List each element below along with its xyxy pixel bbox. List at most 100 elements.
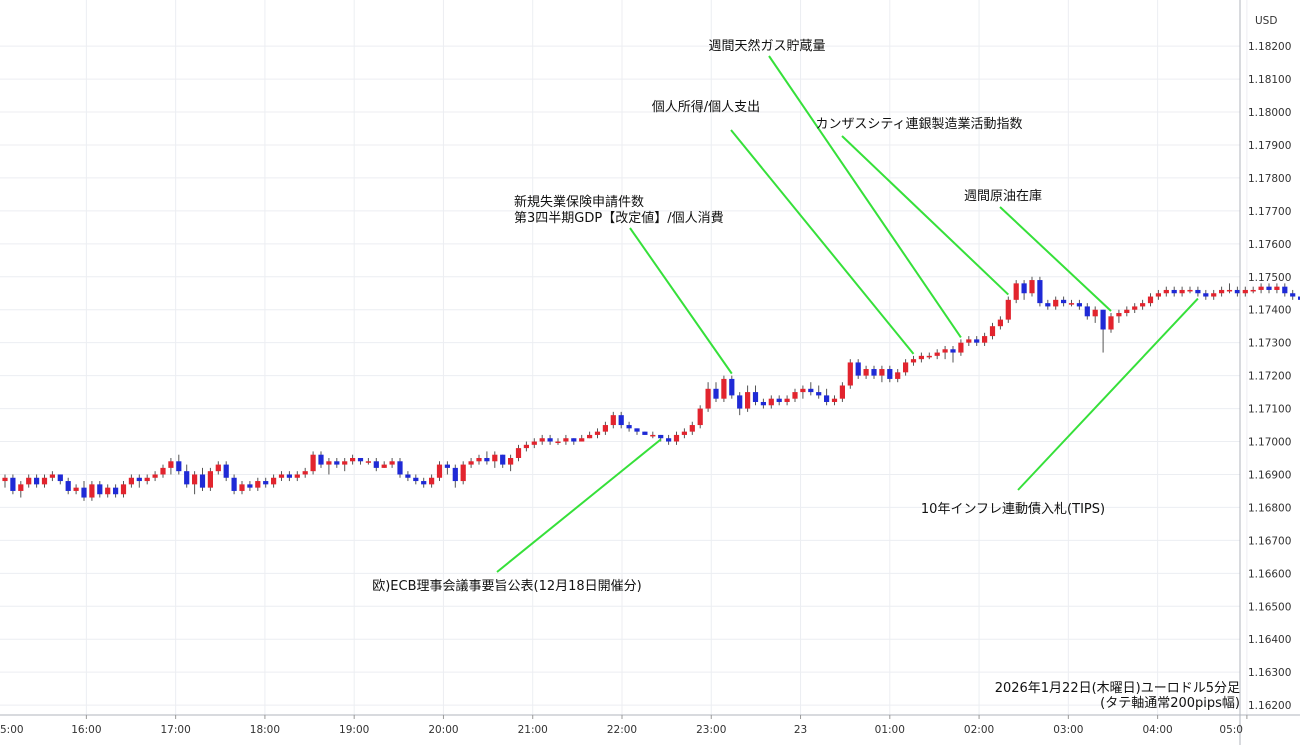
candle-body xyxy=(294,474,300,478)
annotation-layer: 欧)ECB理事会議事要旨公表(12月18日開催分) 新規失業保険申請件数第3四半期… xyxy=(372,38,1199,594)
candle-body xyxy=(903,362,909,373)
candle-body xyxy=(271,477,277,485)
candle-body xyxy=(792,392,798,399)
candle xyxy=(571,438,577,445)
candle-body xyxy=(871,369,877,376)
candle-body xyxy=(1116,313,1122,317)
candle xyxy=(539,434,545,445)
candle-body xyxy=(176,461,182,472)
candle xyxy=(1282,283,1288,297)
candle xyxy=(705,382,711,412)
candle-body xyxy=(555,441,561,444)
candle xyxy=(326,457,332,475)
candle xyxy=(492,451,498,468)
candle xyxy=(97,481,103,498)
candle-body xyxy=(231,477,237,491)
candle-body xyxy=(855,362,861,376)
candle xyxy=(318,451,324,468)
candle xyxy=(397,457,403,478)
candle-body xyxy=(1226,289,1233,292)
candle xyxy=(1203,289,1209,300)
y-tick-label: 1.16500 xyxy=(1248,601,1291,613)
candle xyxy=(634,428,640,435)
candle xyxy=(1290,289,1296,300)
candle-body xyxy=(610,415,616,426)
candle-body xyxy=(752,392,759,402)
candle xyxy=(120,481,127,498)
candle xyxy=(184,464,190,488)
y-tick-label: 1.16300 xyxy=(1248,667,1291,679)
candle-body xyxy=(760,401,766,406)
candle xyxy=(73,484,79,495)
candle xyxy=(1092,306,1098,323)
candle xyxy=(381,461,387,468)
candle-body xyxy=(500,454,506,465)
candle-body xyxy=(800,388,806,393)
annotation-leader-line xyxy=(496,438,662,573)
candle-body xyxy=(192,474,198,485)
candle-body xyxy=(444,464,450,468)
candle-body xyxy=(942,349,948,353)
candle xyxy=(1147,293,1154,307)
y-tick-label: 1.17600 xyxy=(1248,239,1291,251)
candle xyxy=(1029,276,1035,297)
y-tick-label: 1.17000 xyxy=(1248,437,1291,449)
candle xyxy=(508,454,514,472)
candle xyxy=(476,454,482,465)
candle xyxy=(334,457,340,468)
candle-body xyxy=(1037,280,1043,304)
candle-body xyxy=(89,484,95,498)
chart-caption-line2: (タテ軸通常200pips幅) xyxy=(1100,696,1240,711)
candle-body xyxy=(547,438,553,442)
x-tick-label: 20:00 xyxy=(428,724,458,736)
y-tick-label: 1.17400 xyxy=(1248,305,1291,317)
y-tick-label: 1.17100 xyxy=(1248,404,1291,416)
candle-body xyxy=(247,484,253,488)
candle-body xyxy=(128,477,134,485)
candle-body xyxy=(10,477,16,491)
candle xyxy=(689,421,695,435)
candle-body xyxy=(97,484,103,495)
candle-body xyxy=(784,398,790,402)
candle xyxy=(286,471,292,482)
candle xyxy=(81,481,87,501)
candle xyxy=(105,484,111,498)
candle xyxy=(910,355,917,366)
candle xyxy=(610,411,616,429)
candle xyxy=(1132,303,1138,314)
candle-body xyxy=(1179,289,1185,294)
candle xyxy=(192,471,198,495)
candle xyxy=(57,474,63,485)
candle xyxy=(1108,313,1114,333)
candle-body xyxy=(452,467,458,482)
candle-body xyxy=(958,342,964,353)
candle-body xyxy=(658,434,664,439)
candle-body xyxy=(81,487,87,498)
candle xyxy=(752,385,759,406)
annotation-label: 第3四半期GDP【改定値】/個人消費 xyxy=(514,210,724,226)
candle-body xyxy=(950,349,956,353)
candle-body xyxy=(413,477,419,482)
candle-body xyxy=(618,415,624,426)
y-tick-label: 1.18200 xyxy=(1248,41,1291,53)
candle-body xyxy=(34,477,40,485)
candle xyxy=(1045,299,1051,310)
candle-body xyxy=(563,438,569,442)
candle-body xyxy=(721,378,727,399)
candle-body xyxy=(136,477,142,482)
candle-body xyxy=(120,484,127,495)
candle-body xyxy=(997,319,1003,327)
candle xyxy=(18,481,24,498)
candle xyxy=(745,385,751,412)
candle xyxy=(626,421,632,432)
candle xyxy=(824,388,830,406)
candle-body xyxy=(278,474,285,478)
y-tick-label: 1.16800 xyxy=(1248,502,1291,514)
candle-body xyxy=(642,431,648,435)
candle-body xyxy=(373,461,379,468)
y-tick-label: 1.17800 xyxy=(1248,173,1291,185)
candle-body xyxy=(918,355,924,360)
x-tick-label: 5:00 xyxy=(0,724,24,736)
candle-body xyxy=(397,461,403,475)
